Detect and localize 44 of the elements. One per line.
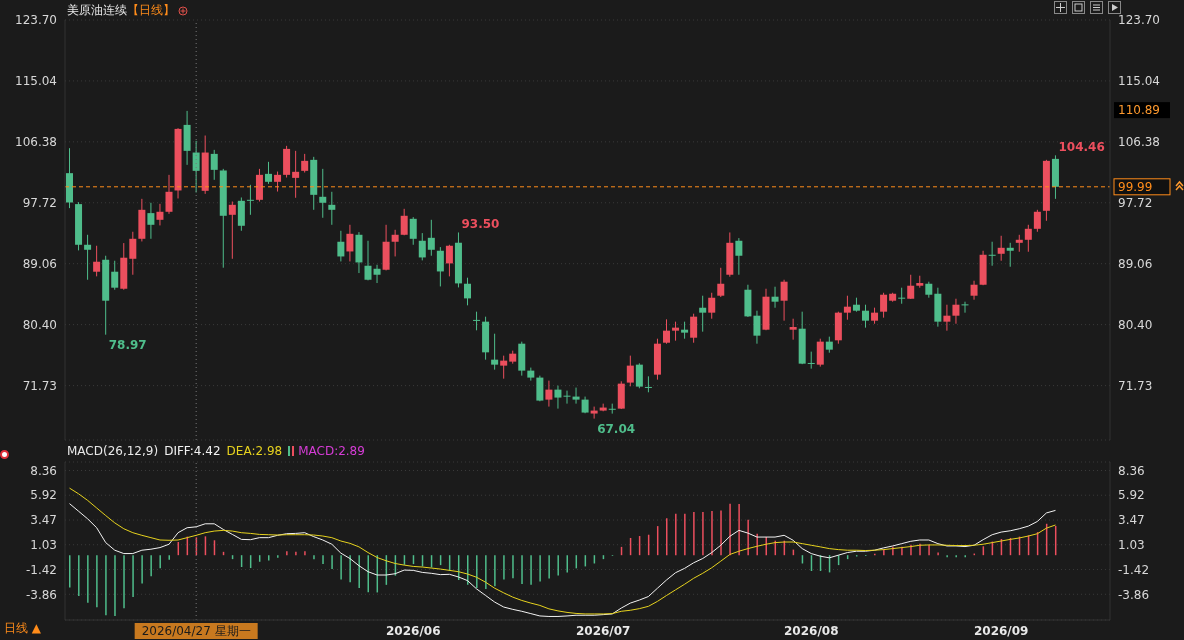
y-tick-label: 80.40 — [22, 317, 57, 332]
y2-tick-label: 3.47 — [1118, 513, 1145, 528]
x-tick-label: 2026/04/27 星期一 — [141, 624, 251, 638]
y-tick-label: 1.03 — [30, 538, 57, 553]
x-tick-label: 2026/06 — [386, 624, 441, 638]
y-tick-label: 106.38 — [15, 135, 57, 150]
y2-tick-label: -1.42 — [1118, 562, 1150, 577]
y2-tick-label: 1.03 — [1118, 538, 1145, 553]
y-tick-label: 71.73 — [22, 378, 57, 393]
y2-tick-label: 89.06 — [1118, 256, 1153, 271]
text: 110.89 — [1118, 103, 1160, 118]
x-tick-label: 2026/09 — [973, 624, 1029, 638]
y2-tick-label: 115.04 — [1118, 74, 1160, 89]
y2-tick-label: 71.73 — [1118, 378, 1153, 393]
y-tick-label: 3.47 — [30, 513, 57, 528]
y-tick-label: -3.86 — [25, 587, 57, 602]
text: 日线 ▲ — [4, 621, 42, 635]
y2-tick-label: 123.70 — [1118, 13, 1160, 28]
legend-label: MACD:2.89 — [298, 444, 365, 458]
chart-title: 美原油连续 — [67, 2, 127, 19]
x-tick-label: 2026/07 — [575, 624, 631, 638]
y-tick-label: 115.04 — [15, 74, 57, 89]
y-tick-label: 8.36 — [30, 463, 57, 478]
chart-title: MACD(26,12,9) — [67, 444, 159, 458]
y-tick-label: 123.70 — [15, 13, 57, 28]
y2-tick-label: 8.36 — [1118, 463, 1145, 478]
y2-tick-label: 97.72 — [1118, 196, 1153, 211]
ref-line-label: 99.99 — [1118, 179, 1153, 194]
y-tick-label: 5.92 — [30, 488, 57, 503]
annotation: 67.04 — [597, 421, 636, 436]
y2-tick-label: 106.38 — [1118, 135, 1160, 150]
y2-tick-label: 80.40 — [1118, 317, 1153, 332]
annotation: 78.97 — [108, 337, 147, 352]
y-tick-label: 89.06 — [22, 256, 57, 271]
y-tick-label: 97.72 — [22, 196, 57, 211]
y2-tick-label: 5.92 — [1118, 488, 1145, 503]
chart-subtitle: 【日线】 — [127, 2, 175, 19]
text: DIFF:4.42 — [164, 444, 221, 458]
y-tick-label: -1.42 — [25, 562, 57, 577]
text: DEA:2.98 — [226, 444, 283, 458]
annotation: 104.46 — [1058, 140, 1105, 155]
y2-tick-label: -3.86 — [1118, 587, 1150, 602]
x-tick-label: 2026/08 — [784, 624, 839, 638]
annotation: 93.50 — [461, 217, 500, 232]
